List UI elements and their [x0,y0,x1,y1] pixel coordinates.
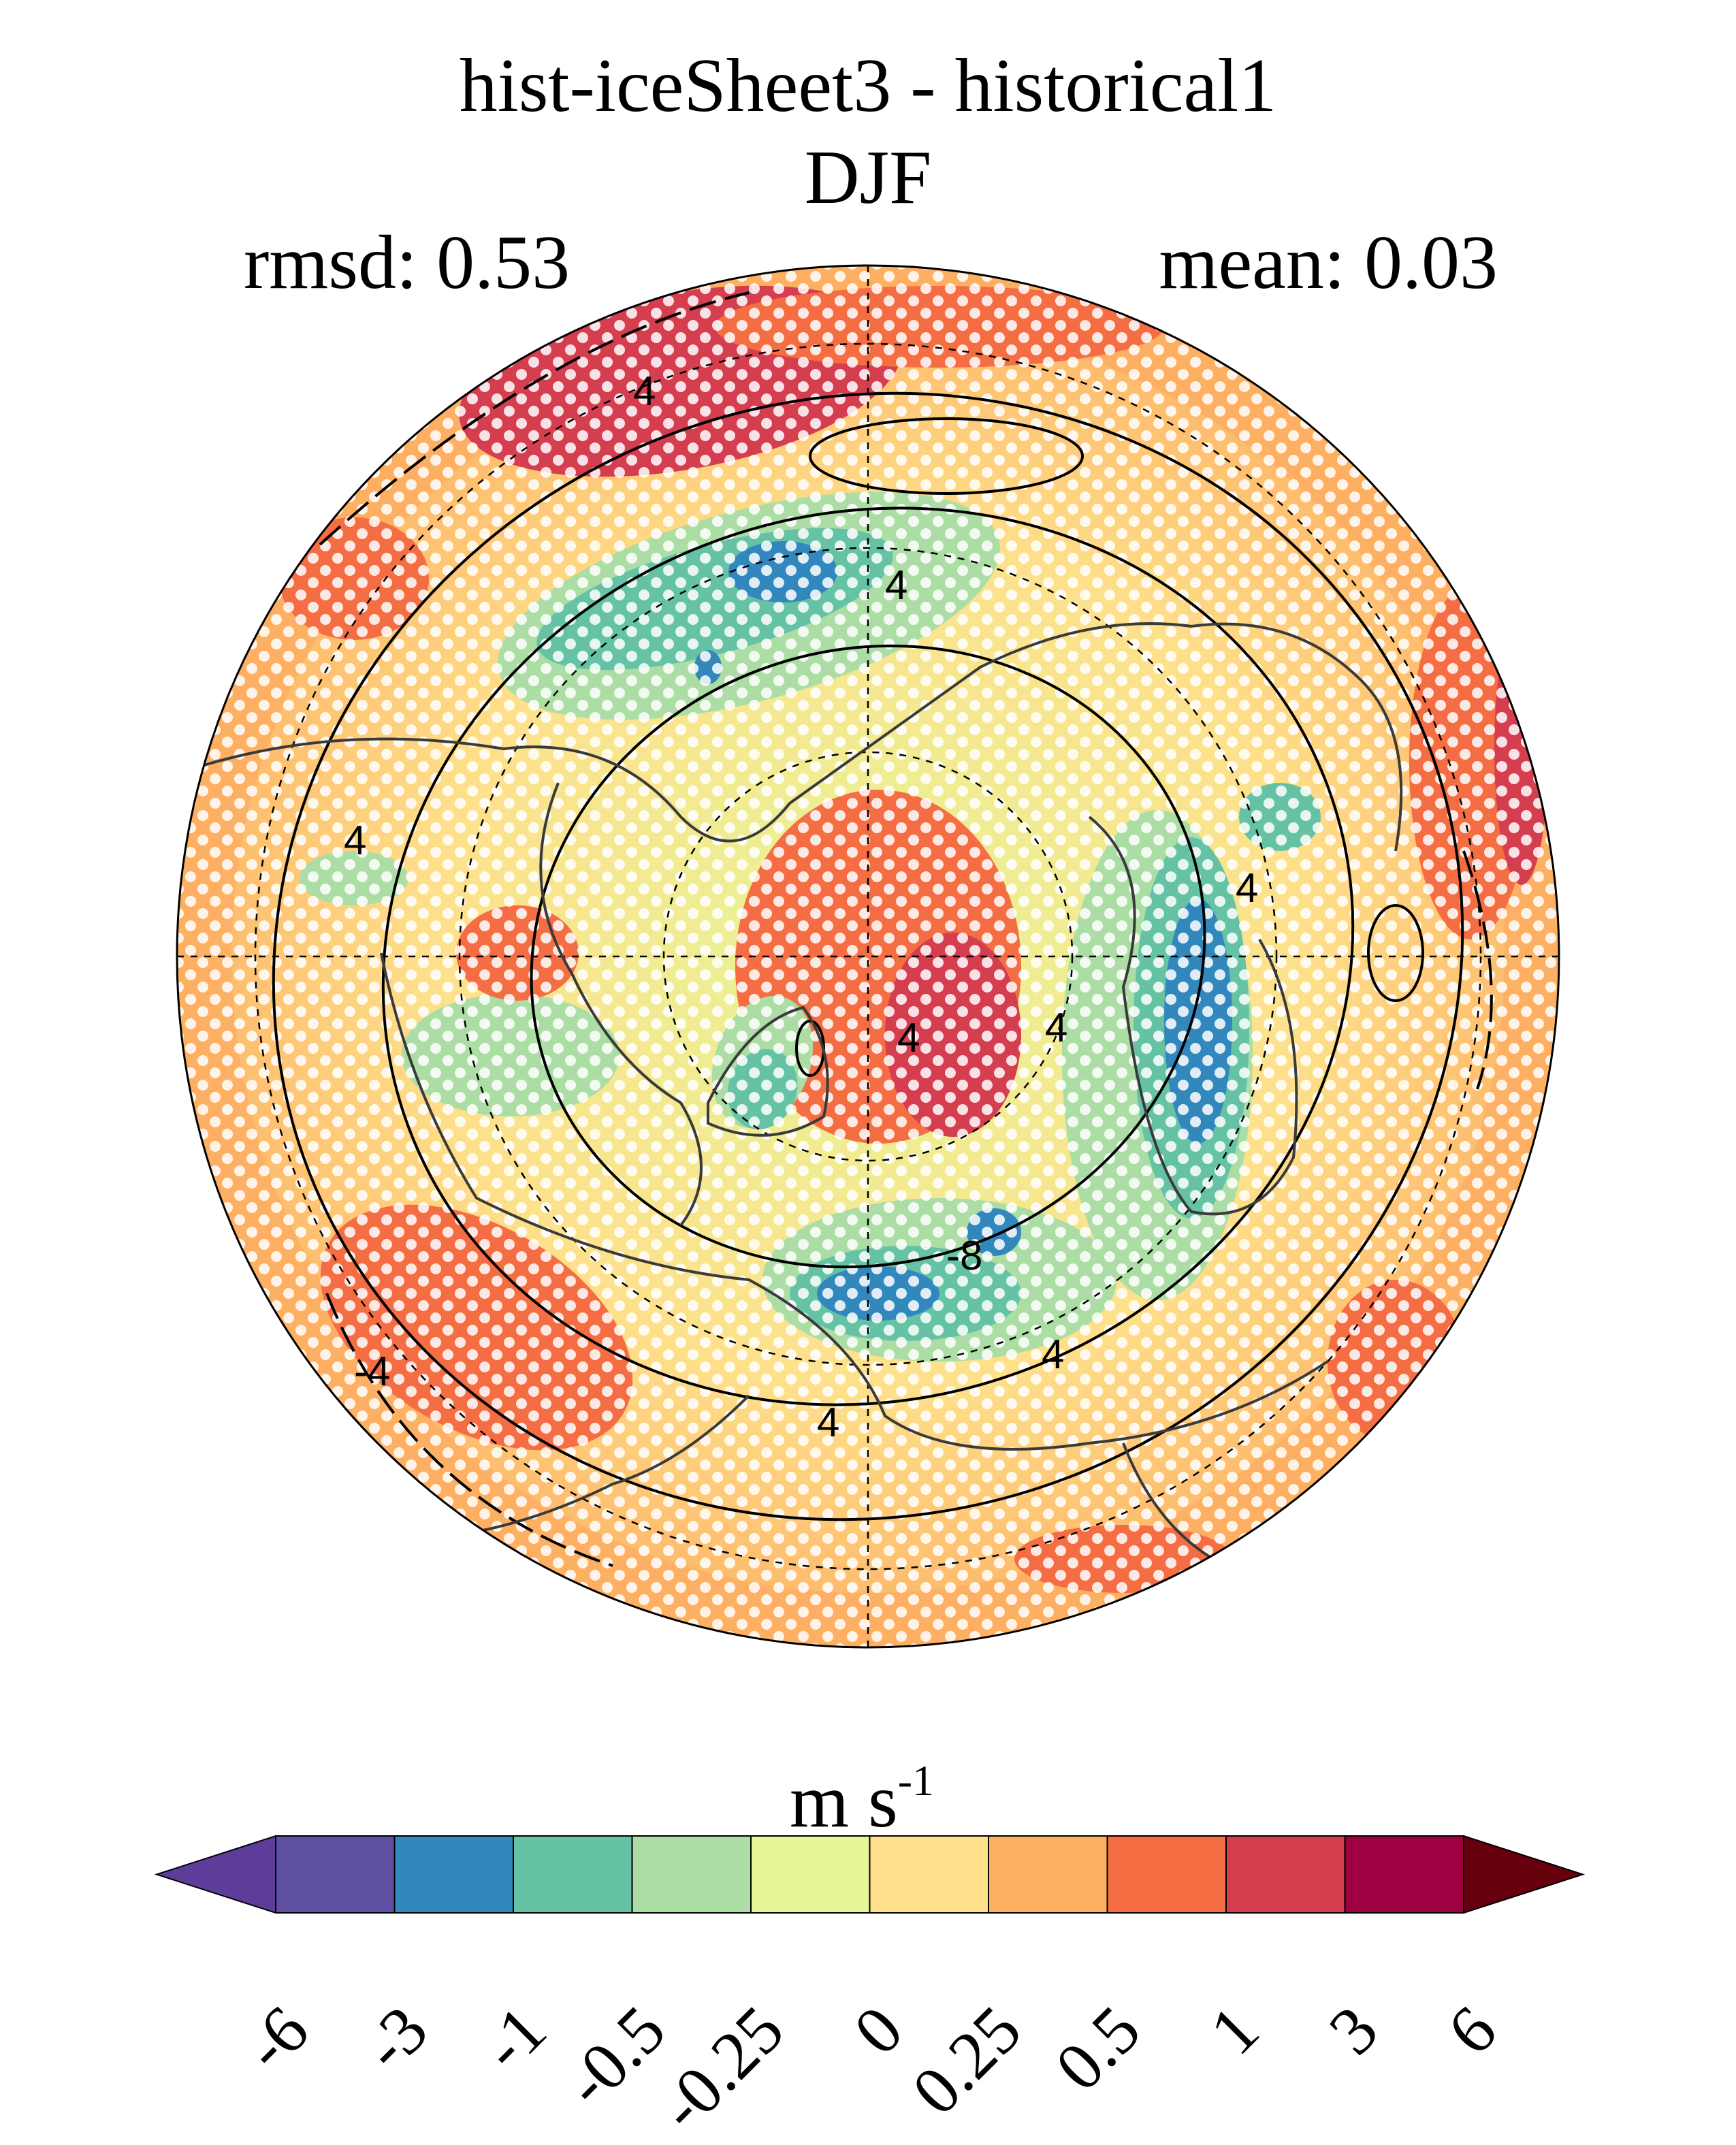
contour-label: 4 [1045,1005,1067,1050]
map-boundary [176,264,1560,1649]
polar-map: 4 4 4 4 4 4 4 -4 -8 4 [176,264,1560,1649]
graticule [177,265,1559,1647]
rmsd-label: rmsd: 0.53 [244,221,570,305]
colorbar-segment [1225,1835,1346,1914]
colorbar-segment [393,1835,514,1914]
coastlines [190,622,1403,1567]
units-label: m s-1 [790,1756,935,1843]
colorbar-segment [1344,1835,1464,1914]
contour-label: 4 [633,368,656,414]
negative-contours [319,291,1493,1567]
colorbar-segment [513,1835,633,1914]
contour-label: 4 [1236,865,1258,911]
contour-label: -4 [354,1349,390,1394]
mean-label: mean: 0.03 [1159,221,1498,305]
contour-label: 4 [897,1015,920,1061]
contour-label: 4 [1042,1332,1064,1377]
colorbar-segment [988,1835,1108,1914]
contour-label: 4 [885,562,907,608]
colorbar-segment [631,1835,752,1914]
colorbar-segment [869,1835,989,1914]
contour-label: 4 [817,1400,839,1445]
contour-label: 4 [344,818,366,863]
colorbar-segment [750,1835,871,1914]
colorbar-segment [1106,1835,1227,1914]
colorbar-segment [275,1835,396,1914]
colorbar-overflow-triangle [1463,1835,1586,1914]
climatology-contours [272,391,1464,1521]
season-label: DJF [804,135,932,220]
colorbar-underflow-triangle [154,1835,276,1914]
contour-labels: 4 4 4 4 4 4 4 -4 -8 4 [344,368,1258,1445]
map-fill [177,265,1559,1647]
contour-label: -8 [946,1233,982,1278]
figure-title: hist-iceSheet3 - historical1 [459,44,1277,128]
